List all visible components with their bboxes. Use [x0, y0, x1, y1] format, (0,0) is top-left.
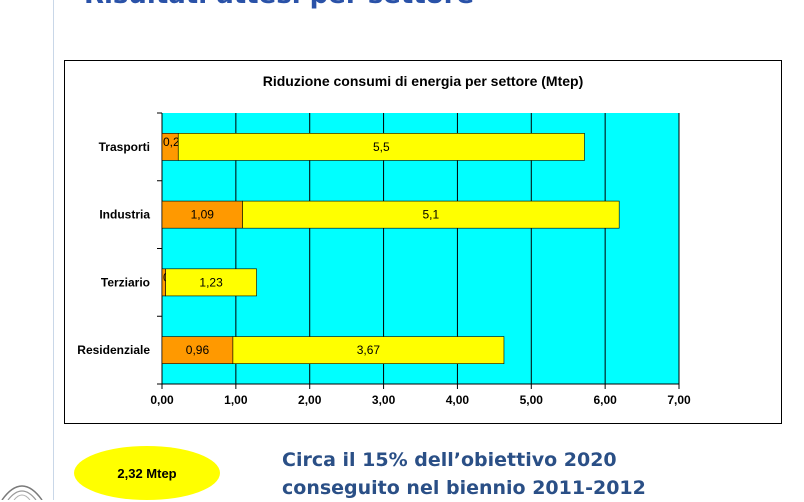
category-label: Trasporti [99, 140, 150, 154]
summary-line-1: Circa il 15% dell’obiettivo 2020 [282, 449, 617, 471]
bar-segment [161, 336, 234, 364]
data-label: 1,09 [191, 208, 215, 222]
data-label: 3,67 [357, 343, 381, 357]
data-label: 0,96 [186, 343, 210, 357]
left-divider [53, 0, 54, 500]
bar-chart: 0,00 1,00 2,00 3,00 4,00 5,00 6,00 7,00 Trasport… [77, 112, 691, 407]
category-label: Terziario [101, 275, 150, 289]
x-tick-label: 5,00 [520, 393, 544, 407]
bar-segment [165, 268, 257, 297]
x-tick-label: 1,00 [224, 393, 248, 407]
category-label: Residenziale [77, 343, 150, 357]
data-label: 5,5 [373, 140, 390, 154]
x-tick-label: 3,00 [372, 393, 396, 407]
x-tick-label: 0,00 [150, 393, 174, 407]
slide-title: Risultati attesi per settore [84, 0, 474, 10]
data-label: 5,1 [422, 208, 439, 222]
summary-line-2: conseguito nel biennio 2011-2012 [282, 477, 646, 499]
category-label: Industria [99, 208, 150, 222]
x-tick-label: 4,00 [446, 393, 470, 407]
data-label: 1,23 [199, 275, 223, 289]
bar-segment [232, 336, 505, 364]
chart-frame: Riduzione consumi di energia per settore… [64, 60, 782, 424]
bar-segment [161, 200, 243, 229]
bar-segment [242, 200, 620, 229]
x-tick-label: 6,00 [593, 393, 617, 407]
chart-title: Riduzione consumi di energia per settore… [262, 73, 584, 89]
summary-caption: Circa il 15% dell’obiettivo 2020 consegu… [282, 446, 646, 502]
total-savings-badge: 2,32 Mtep [74, 446, 220, 500]
logo-seal-icon [1, 485, 43, 500]
bar-segment [177, 133, 585, 161]
x-tick-label: 2,00 [298, 393, 322, 407]
x-tick-label: 7,00 [667, 393, 691, 407]
total-savings-value: 2,32 Mtep [117, 465, 177, 481]
